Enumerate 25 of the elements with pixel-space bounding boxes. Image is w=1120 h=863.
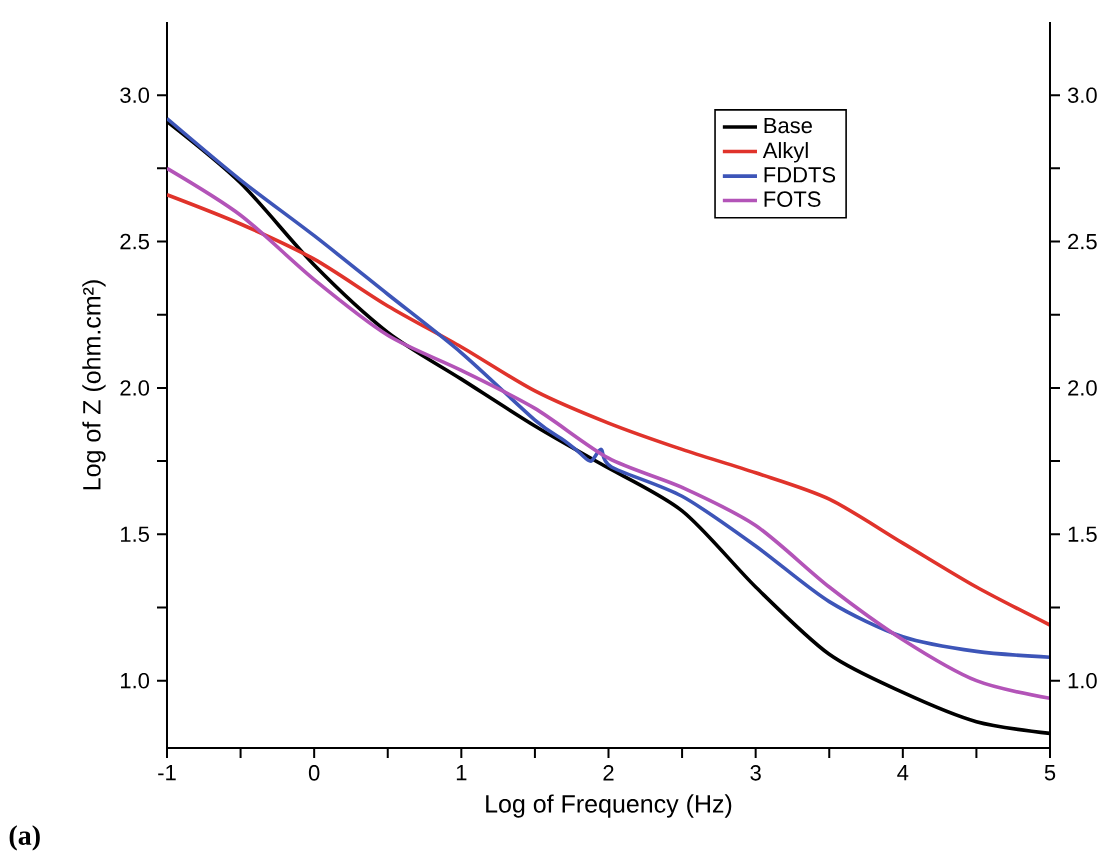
y2-tick-label: 1.0 [1068, 672, 1097, 689]
x-tick-label: 0 [308, 765, 320, 781]
x-tick-label: 2 [603, 765, 614, 781]
x-tick-label: 5 [1044, 765, 1056, 781]
legend-label: FOTS [764, 191, 821, 207]
y-axis-title: Log of Z (ohm.cm²) [82, 280, 106, 490]
y-tick-label: 3.0 [120, 87, 150, 103]
x-tick-label: 1 [456, 765, 467, 781]
x-tick-label: 4 [897, 765, 909, 781]
x-axis-title: Log of Frequency (Hz) [486, 794, 732, 818]
y2-tick-label: 1.5 [1068, 526, 1097, 542]
line-series [167, 192, 1050, 627]
legend-label: FDDTS [764, 167, 836, 183]
y-tick-label: 2.0 [120, 380, 150, 396]
text: (a) [9, 825, 40, 851]
legend-label: Base [764, 117, 812, 134]
y2-tick-label: 2.0 [1068, 380, 1097, 396]
legend-label: Alkyl [762, 142, 808, 163]
y2-tick-label: 3.0 [1067, 87, 1097, 103]
x-tick-label: 3 [750, 765, 761, 781]
y-tick-label: 1.0 [121, 672, 150, 689]
y-tick-label: 1.5 [121, 526, 149, 542]
y2-tick-label: 2.5 [1068, 233, 1097, 250]
y-tick-label: 2.5 [120, 233, 149, 250]
x-tick-label: -1 [158, 765, 176, 781]
